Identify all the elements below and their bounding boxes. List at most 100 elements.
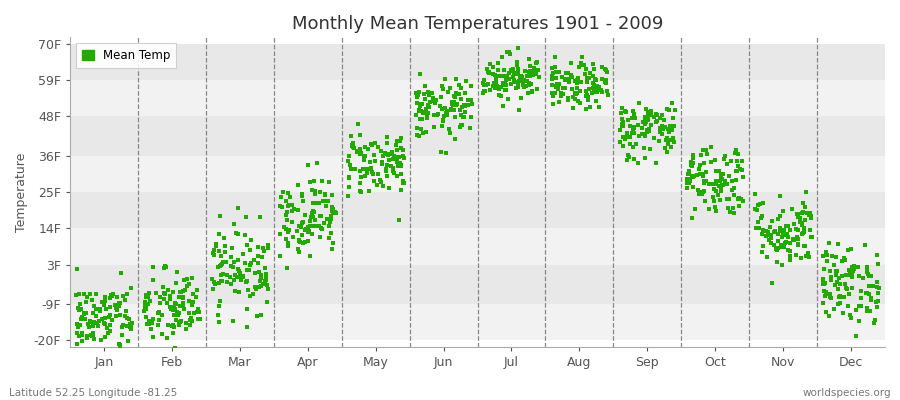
Mean Temp [626, 128, 641, 134]
Mean Temp [550, 81, 564, 87]
Mean Temp [292, 246, 306, 252]
Mean Temp [871, 261, 886, 268]
Mean Temp [180, 283, 194, 290]
Mean Temp [445, 101, 459, 107]
Mean Temp [707, 198, 722, 204]
Mean Temp [414, 126, 428, 132]
Mean Temp [659, 137, 673, 144]
Mean Temp [217, 235, 231, 241]
Mean Temp [152, 309, 166, 316]
Mean Temp [787, 236, 801, 243]
Mean Temp [176, 294, 190, 301]
Mean Temp [650, 118, 664, 124]
Mean Temp [364, 141, 378, 147]
Mean Temp [657, 123, 671, 130]
Mean Temp [73, 300, 87, 307]
Mean Temp [176, 301, 190, 308]
Mean Temp [549, 84, 563, 90]
Mean Temp [387, 152, 401, 159]
Mean Temp [644, 112, 658, 118]
Mean Temp [594, 87, 608, 93]
Mean Temp [142, 318, 157, 324]
Mean Temp [714, 178, 728, 185]
Mean Temp [488, 71, 502, 78]
Mean Temp [76, 330, 90, 336]
Mean Temp [816, 278, 831, 284]
Mean Temp [380, 173, 394, 180]
Mean Temp [685, 173, 699, 179]
Mean Temp [665, 100, 680, 106]
Mean Temp [696, 173, 710, 180]
Mean Temp [163, 292, 177, 299]
Mean Temp [291, 207, 305, 213]
Mean Temp [374, 179, 388, 185]
Mean Temp [138, 304, 152, 310]
Mean Temp [448, 136, 463, 143]
Mean Temp [207, 281, 221, 288]
Mean Temp [589, 77, 603, 83]
Mean Temp [140, 306, 154, 312]
Mean Temp [411, 108, 426, 114]
Mean Temp [614, 109, 628, 116]
Mean Temp [511, 68, 526, 75]
Mean Temp [448, 94, 463, 100]
Mean Temp [796, 200, 810, 206]
Mean Temp [693, 189, 707, 195]
Mean Temp [586, 80, 600, 87]
Mean Temp [296, 198, 310, 204]
Mean Temp [301, 237, 315, 244]
Mean Temp [759, 228, 773, 234]
Mean Temp [142, 321, 157, 328]
Mean Temp [570, 80, 584, 86]
Mean Temp [146, 277, 160, 284]
Mean Temp [325, 208, 339, 214]
Mean Temp [303, 223, 318, 229]
Mean Temp [600, 92, 615, 98]
Mean Temp [464, 100, 479, 107]
Mean Temp [390, 147, 404, 153]
Mean Temp [532, 74, 546, 80]
Mean Temp [578, 71, 592, 77]
Mean Temp [86, 310, 100, 316]
Bar [70, 228, 885, 265]
Mean Temp [852, 318, 867, 324]
Mean Temp [280, 208, 294, 215]
Mean Temp [461, 97, 475, 103]
Mean Temp [281, 229, 295, 235]
Mean Temp [767, 228, 781, 235]
Mean Temp [74, 306, 88, 312]
Mean Temp [779, 232, 794, 238]
Mean Temp [103, 328, 117, 334]
Mean Temp [165, 322, 179, 329]
Mean Temp [641, 110, 655, 116]
Mean Temp [124, 320, 139, 326]
Mean Temp [80, 321, 94, 328]
Mean Temp [780, 231, 795, 238]
Mean Temp [709, 168, 724, 174]
Mean Temp [562, 78, 576, 85]
Mean Temp [451, 91, 465, 97]
Mean Temp [785, 205, 799, 212]
Mean Temp [123, 326, 138, 332]
Mean Temp [253, 278, 267, 284]
Mean Temp [725, 177, 740, 184]
Mean Temp [364, 169, 379, 176]
Mean Temp [635, 130, 650, 137]
Mean Temp [436, 118, 451, 124]
Mean Temp [783, 248, 797, 254]
Mean Temp [690, 172, 705, 178]
Mean Temp [78, 316, 93, 322]
Mean Temp [185, 302, 200, 308]
Mean Temp [627, 115, 642, 122]
Mean Temp [75, 338, 89, 344]
Mean Temp [635, 124, 650, 131]
Mean Temp [769, 246, 783, 252]
Mean Temp [158, 290, 173, 297]
Mean Temp [686, 152, 700, 158]
Mean Temp [224, 254, 238, 260]
Mean Temp [588, 76, 602, 83]
Mean Temp [574, 62, 589, 68]
Mean Temp [139, 306, 153, 312]
Mean Temp [503, 51, 517, 58]
Mean Temp [518, 68, 532, 74]
